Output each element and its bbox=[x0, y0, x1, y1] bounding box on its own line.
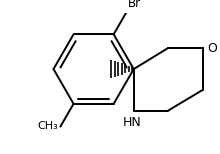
Text: CH₃: CH₃ bbox=[38, 121, 59, 131]
Text: HN: HN bbox=[122, 116, 141, 129]
Text: Br: Br bbox=[128, 0, 141, 10]
Text: O: O bbox=[207, 42, 217, 55]
